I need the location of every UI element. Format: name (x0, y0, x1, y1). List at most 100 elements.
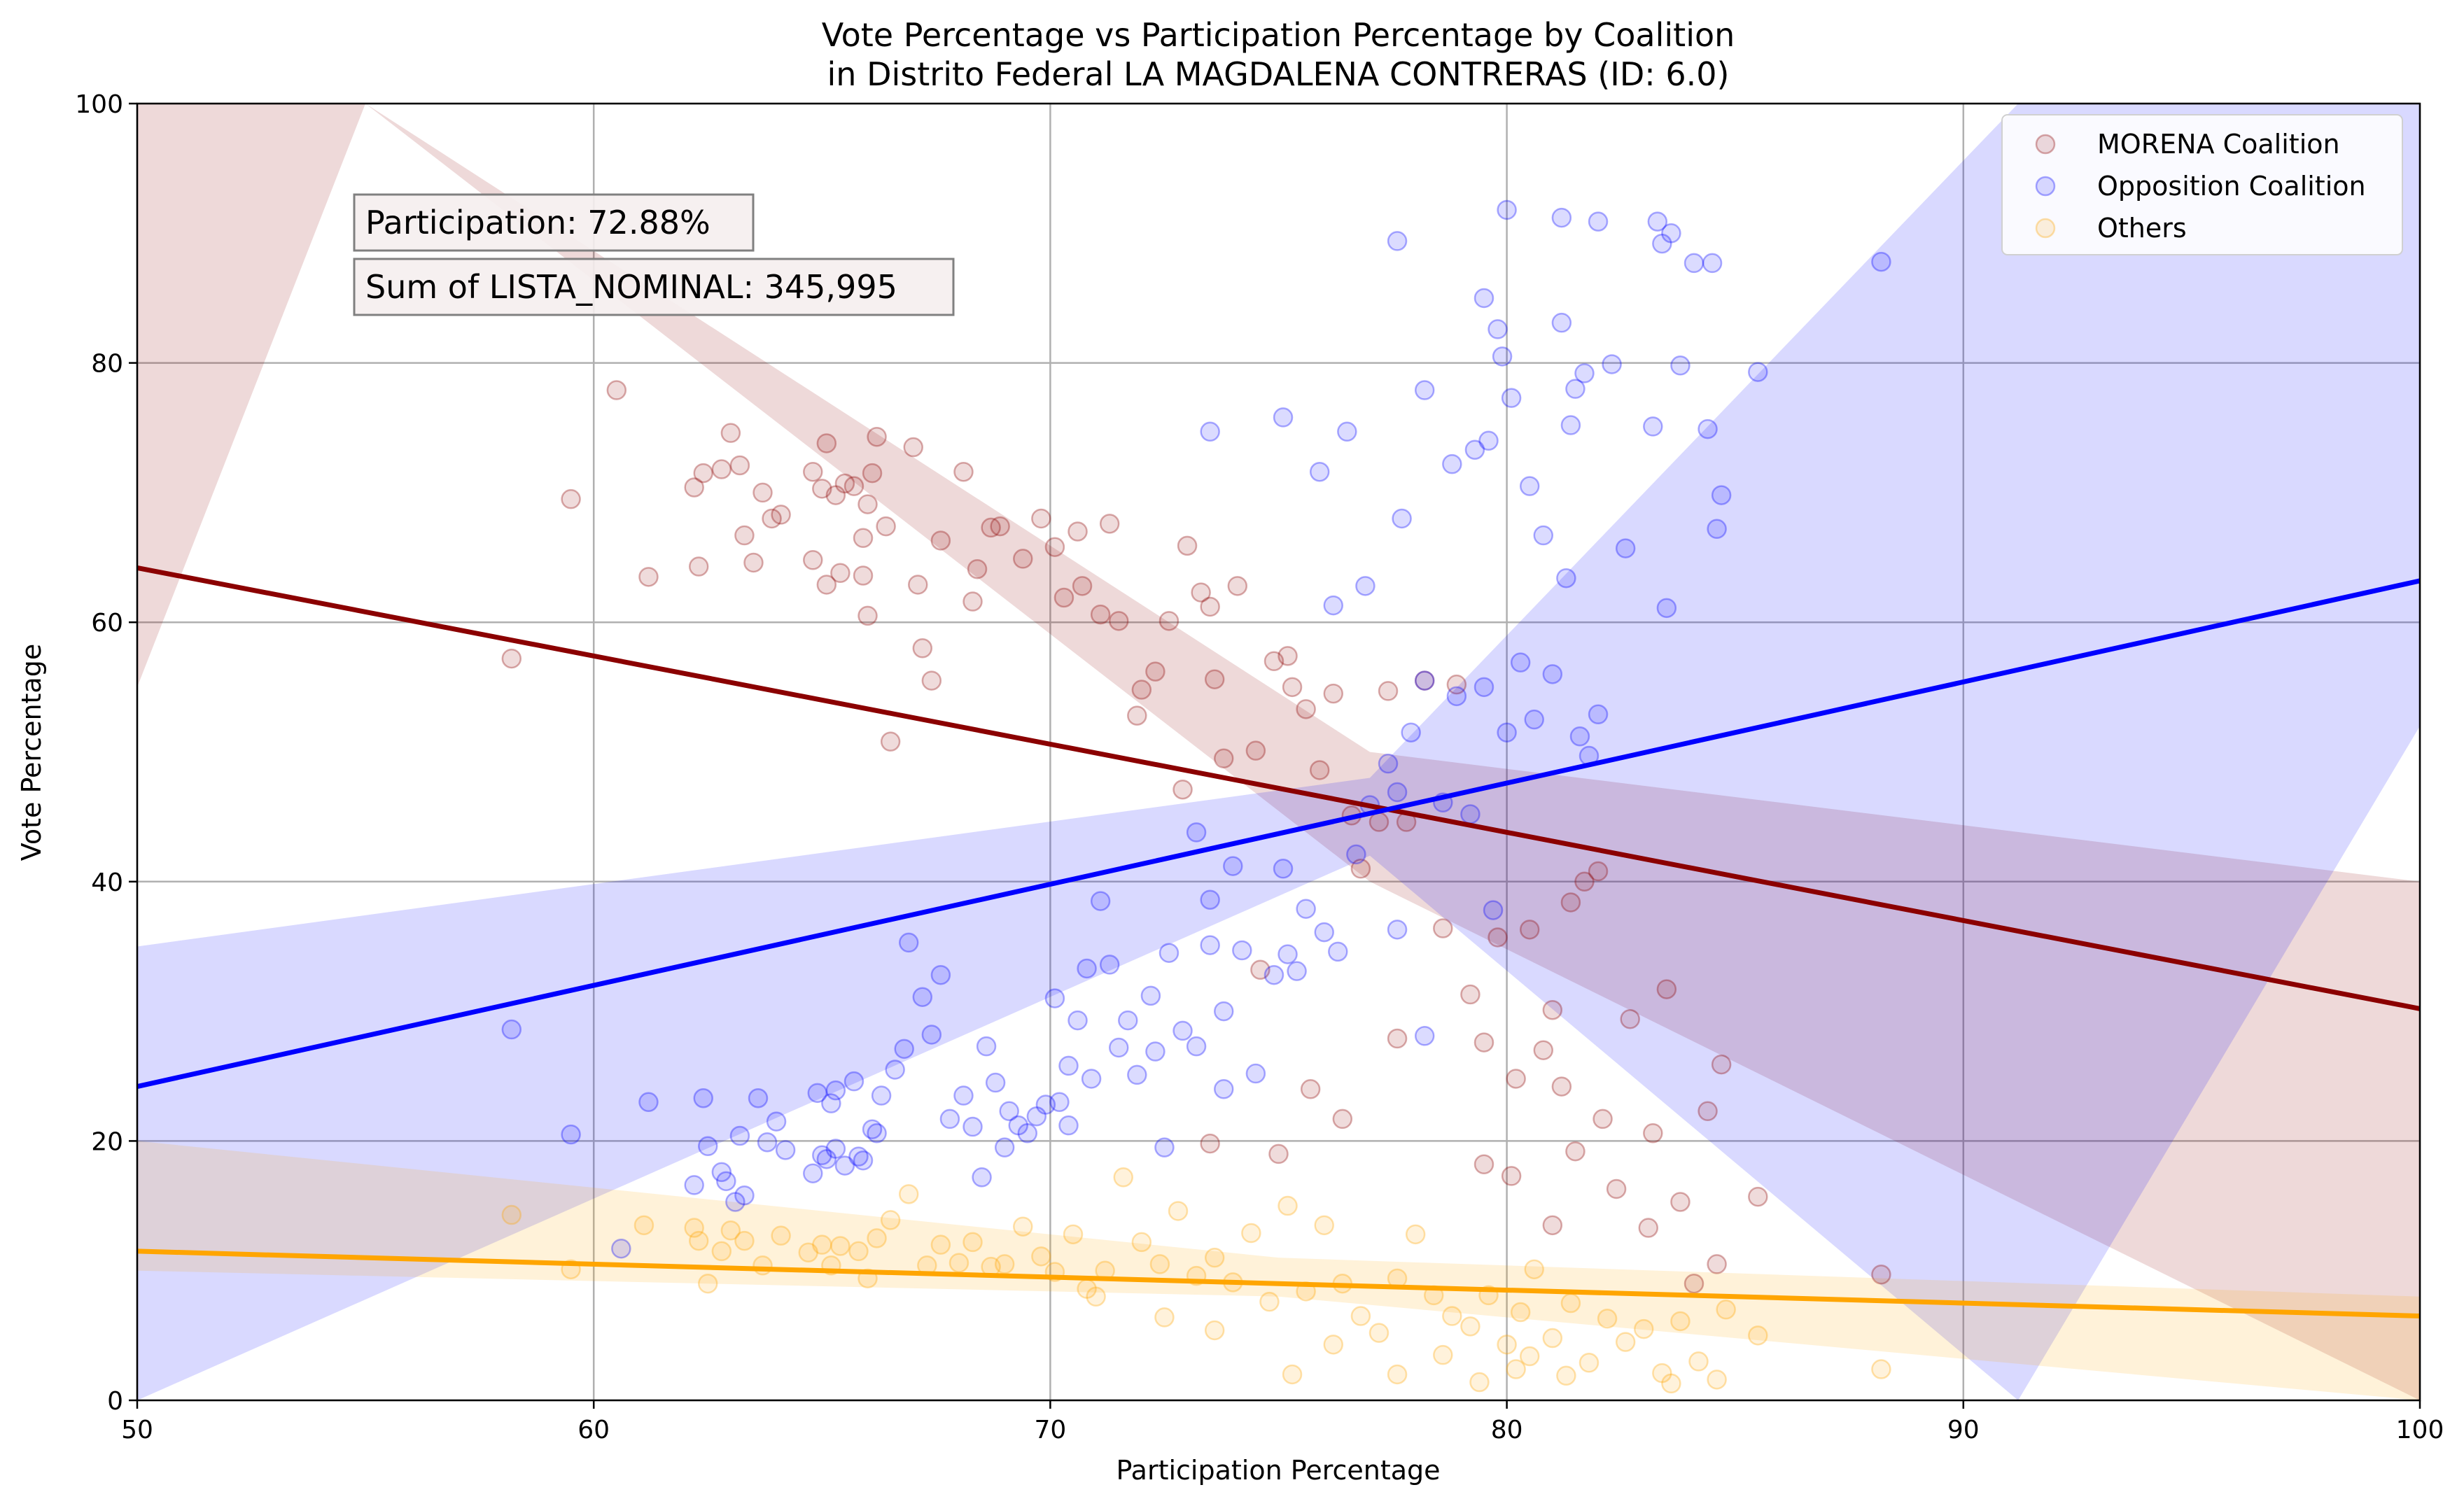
scatter-point (903, 437, 923, 458)
scatter-point (1241, 1223, 1261, 1244)
regression-line (137, 578, 2420, 1089)
scatter-point (1204, 669, 1225, 689)
legend-marker (2035, 134, 2056, 155)
scatter-point (734, 525, 755, 546)
scatter-point (1615, 538, 1636, 558)
scatter-point (862, 463, 883, 484)
scatter-point (1090, 604, 1111, 625)
scatter-point (1501, 388, 1522, 408)
confidence-band-layer (137, 104, 2420, 1400)
scatter-point (967, 558, 988, 579)
scatter-point (1081, 1069, 1102, 1089)
x-tick-label: 80 (1491, 1416, 1523, 1444)
scatter-point (1588, 211, 1609, 232)
scatter-point (880, 731, 901, 752)
scatter-point (1127, 705, 1147, 726)
scatter-point (898, 1184, 919, 1204)
scatter-point (1524, 1259, 1544, 1280)
scatter-point (1652, 233, 1672, 254)
scatter-point (762, 508, 782, 529)
scatter-point (1533, 525, 1554, 546)
scatter-point (1414, 380, 1435, 400)
scatter-point (1200, 421, 1220, 442)
scatter-point (720, 1220, 741, 1241)
scatter-point (1118, 1010, 1138, 1031)
scatter-point (1387, 920, 1408, 940)
scatter-point (990, 516, 1010, 537)
scatter-point (812, 1234, 832, 1255)
scatter-point (834, 1155, 855, 1176)
scatter-point (1634, 1318, 1654, 1339)
chart-title: Vote Percentage vs Participation Percent… (822, 16, 1735, 54)
scatter-point (1565, 1141, 1586, 1162)
scatter-point (1542, 1215, 1563, 1236)
scatter-point (1661, 223, 1681, 244)
scatter-point (1492, 346, 1513, 367)
scatter-point (803, 462, 823, 482)
scatter-point (862, 1119, 883, 1139)
scatter-point (1044, 537, 1065, 557)
confidence-band (137, 104, 2420, 1400)
scatter-point (606, 380, 627, 400)
scatter-point (1058, 1055, 1079, 1076)
scatter-point (1368, 812, 1390, 832)
scatter-point (1287, 961, 1307, 981)
scatter-point (1049, 1092, 1070, 1113)
scatter-point (748, 1088, 769, 1109)
scatter-point (1145, 1041, 1166, 1062)
scatter-point (1707, 1254, 1727, 1274)
scatter-point (1460, 804, 1480, 824)
scatter-point (1282, 1364, 1303, 1385)
scatter-point (1068, 1010, 1088, 1031)
scatter-point (638, 1092, 659, 1113)
scatter-point (1013, 1216, 1033, 1237)
scatter-point (1314, 1215, 1334, 1236)
scatter-point (1483, 900, 1504, 920)
scatter-point (752, 482, 773, 503)
scatter-point (1748, 1186, 1768, 1207)
scatter-point (1314, 922, 1334, 943)
scatter-point (867, 1228, 887, 1248)
scatter-point (1232, 940, 1252, 961)
scatter-point (1711, 485, 1732, 505)
scatter-point (1149, 1254, 1170, 1274)
scatter-point (1670, 1311, 1690, 1332)
scatter-point (771, 505, 791, 525)
scatter-point (1296, 899, 1316, 919)
scatter-point (962, 1116, 983, 1137)
scatter-point (1656, 979, 1677, 999)
scatter-point (1282, 677, 1303, 698)
scatter-point (848, 1146, 869, 1167)
scatter-point (1414, 1026, 1435, 1046)
scatter-point (1337, 421, 1357, 442)
scatter-point (1186, 822, 1207, 843)
scatter-point (1296, 699, 1316, 719)
x-tick-label: 90 (1947, 1416, 1980, 1444)
scatter-point-layer (501, 199, 1891, 1394)
scatter-point (1488, 927, 1508, 948)
scatter-point (1560, 415, 1581, 435)
scatter-point (1871, 1265, 1891, 1285)
scatter-point (1556, 568, 1576, 589)
scatter-point (1300, 1079, 1321, 1099)
scatter-point (711, 459, 732, 479)
scatter-point (1250, 959, 1270, 980)
scatter-point (921, 670, 942, 691)
x-tick-label: 50 (121, 1416, 153, 1444)
scatter-point (1273, 859, 1294, 879)
scatter-point (1638, 1218, 1659, 1238)
scatter-point (848, 1241, 869, 1262)
scatter-point (1707, 519, 1727, 540)
regression-line (137, 565, 2420, 1011)
scatter-point (921, 1025, 942, 1045)
x-tick-label: 70 (1034, 1416, 1066, 1444)
scatter-point (1378, 753, 1399, 774)
scatter-point (1474, 1154, 1494, 1175)
scatter-point (853, 528, 874, 549)
scatter-point (1519, 920, 1540, 940)
scatter-point (1414, 670, 1435, 691)
scatter-point (1031, 508, 1051, 529)
scatter-point (1323, 595, 1344, 616)
scatter-point (1542, 664, 1563, 684)
scatter-point (1497, 199, 1517, 220)
